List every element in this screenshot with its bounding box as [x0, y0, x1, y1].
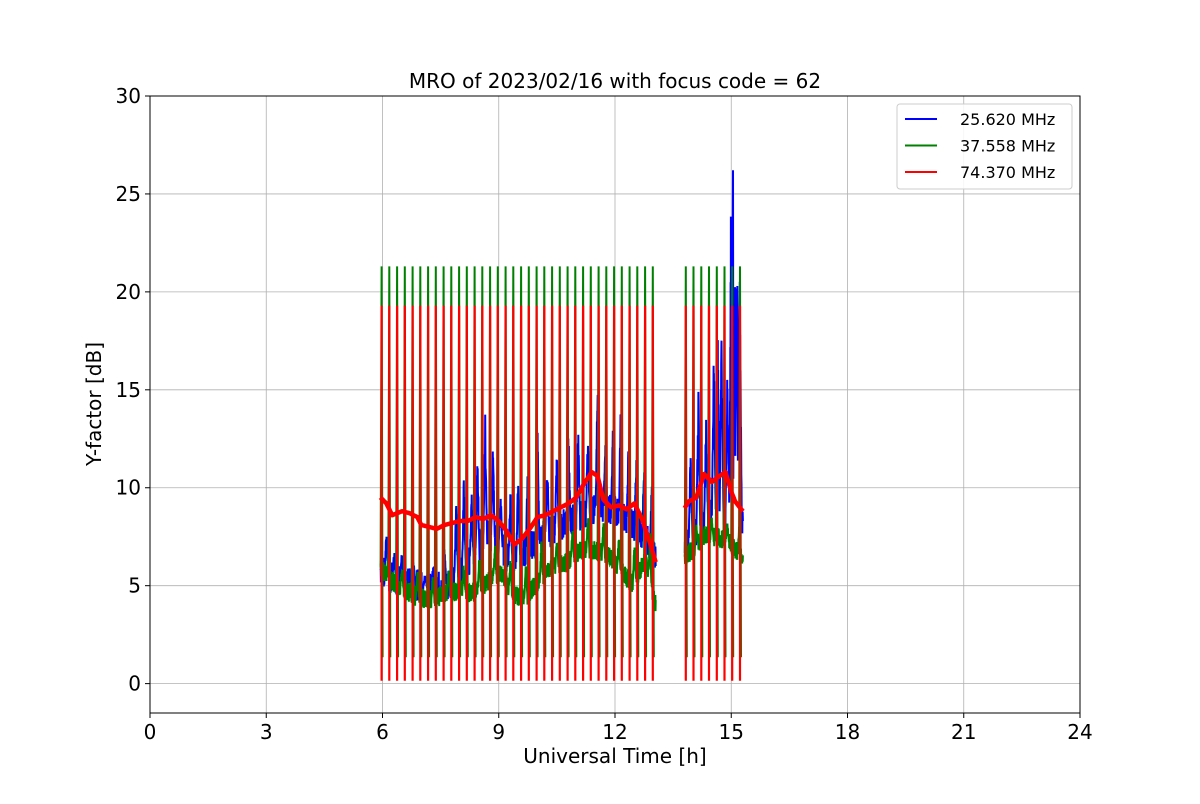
legend-label: 25.620 MHz	[960, 110, 1055, 129]
x-tick-label: 15	[719, 720, 744, 744]
calibration-spikes-74370	[380, 305, 742, 681]
y-tick-label: 15	[116, 378, 141, 402]
series-layer	[378, 170, 745, 681]
y-tick-label: 10	[116, 476, 141, 500]
y-tick-label: 0	[128, 672, 141, 696]
x-tick-label: 12	[602, 720, 627, 744]
axis-ticks: 0 3 6 9 12 15 18 21 24 0 5 10 15 20 25 30	[116, 84, 1093, 744]
x-tick-label: 18	[835, 720, 860, 744]
y-tick-label: 5	[128, 574, 141, 598]
x-tick-label: 3	[260, 720, 273, 744]
legend-label: 74.370 MHz	[960, 163, 1055, 182]
y-tick-label: 20	[116, 280, 141, 304]
x-tick-label: 9	[492, 720, 505, 744]
chart-title: MRO of 2023/02/16 with focus code = 62	[409, 69, 821, 93]
x-axis-label: Universal Time [h]	[523, 744, 706, 768]
x-tick-label: 6	[376, 720, 389, 744]
legend: 25.620 MHz 37.558 MHz 74.370 MHz	[896, 103, 1073, 190]
y-tick-label: 30	[116, 84, 141, 108]
x-tick-label: 0	[144, 720, 157, 744]
x-tick-label: 24	[1067, 720, 1092, 744]
legend-box	[896, 103, 1073, 190]
series-line-74370	[378, 469, 745, 564]
y-axis-label: Y-factor [dB]	[82, 342, 106, 467]
x-tick-label: 21	[951, 720, 976, 744]
legend-label: 37.558 MHz	[960, 137, 1055, 156]
y-tick-label: 25	[116, 182, 141, 206]
calibration-spikes-37558	[379, 266, 742, 658]
